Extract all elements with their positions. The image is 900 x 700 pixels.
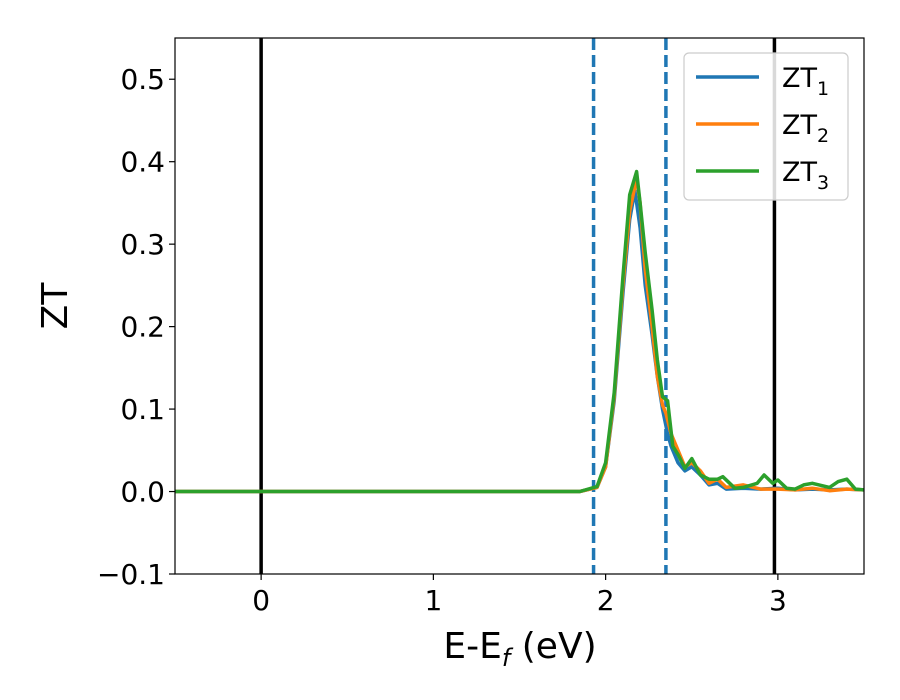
x-tick-label-2: 2: [597, 584, 615, 617]
series-line-1: [175, 188, 864, 494]
series-line-3: [175, 169, 864, 494]
legend-box: [683, 52, 849, 201]
x-tick-label-0: 0: [252, 584, 270, 617]
y-tick-label-1: 0.0: [120, 476, 165, 509]
x-tick-label-1: 1: [424, 584, 442, 617]
y-tick-label-3: 0.2: [120, 311, 165, 344]
y-tick-label-2: 0.1: [120, 393, 165, 426]
y-tick-label-4: 0.3: [120, 228, 165, 261]
x-axis-label: E-Ef (eV): [443, 626, 596, 672]
legend-label-2: ZT2: [782, 110, 829, 147]
plot-frame: [174, 37, 865, 575]
legend-label-1: ZT1: [782, 63, 829, 100]
legend: ZT1 ZT2 ZT3: [683, 52, 849, 201]
legend-label-3: ZT3: [782, 157, 829, 194]
y-tick-label-0: −0.1: [97, 558, 165, 591]
axes: 0 1 2 3 −0.1 0.0 0.1 0.2 0.3 0.4 0.5: [97, 37, 865, 617]
y-tick-label-5: 0.4: [120, 146, 165, 179]
series-line-2: [175, 176, 864, 494]
y-tick-label-6: 0.5: [120, 63, 165, 96]
y-axis-label: ZT: [35, 282, 76, 330]
x-tick-label-3: 3: [769, 584, 787, 617]
